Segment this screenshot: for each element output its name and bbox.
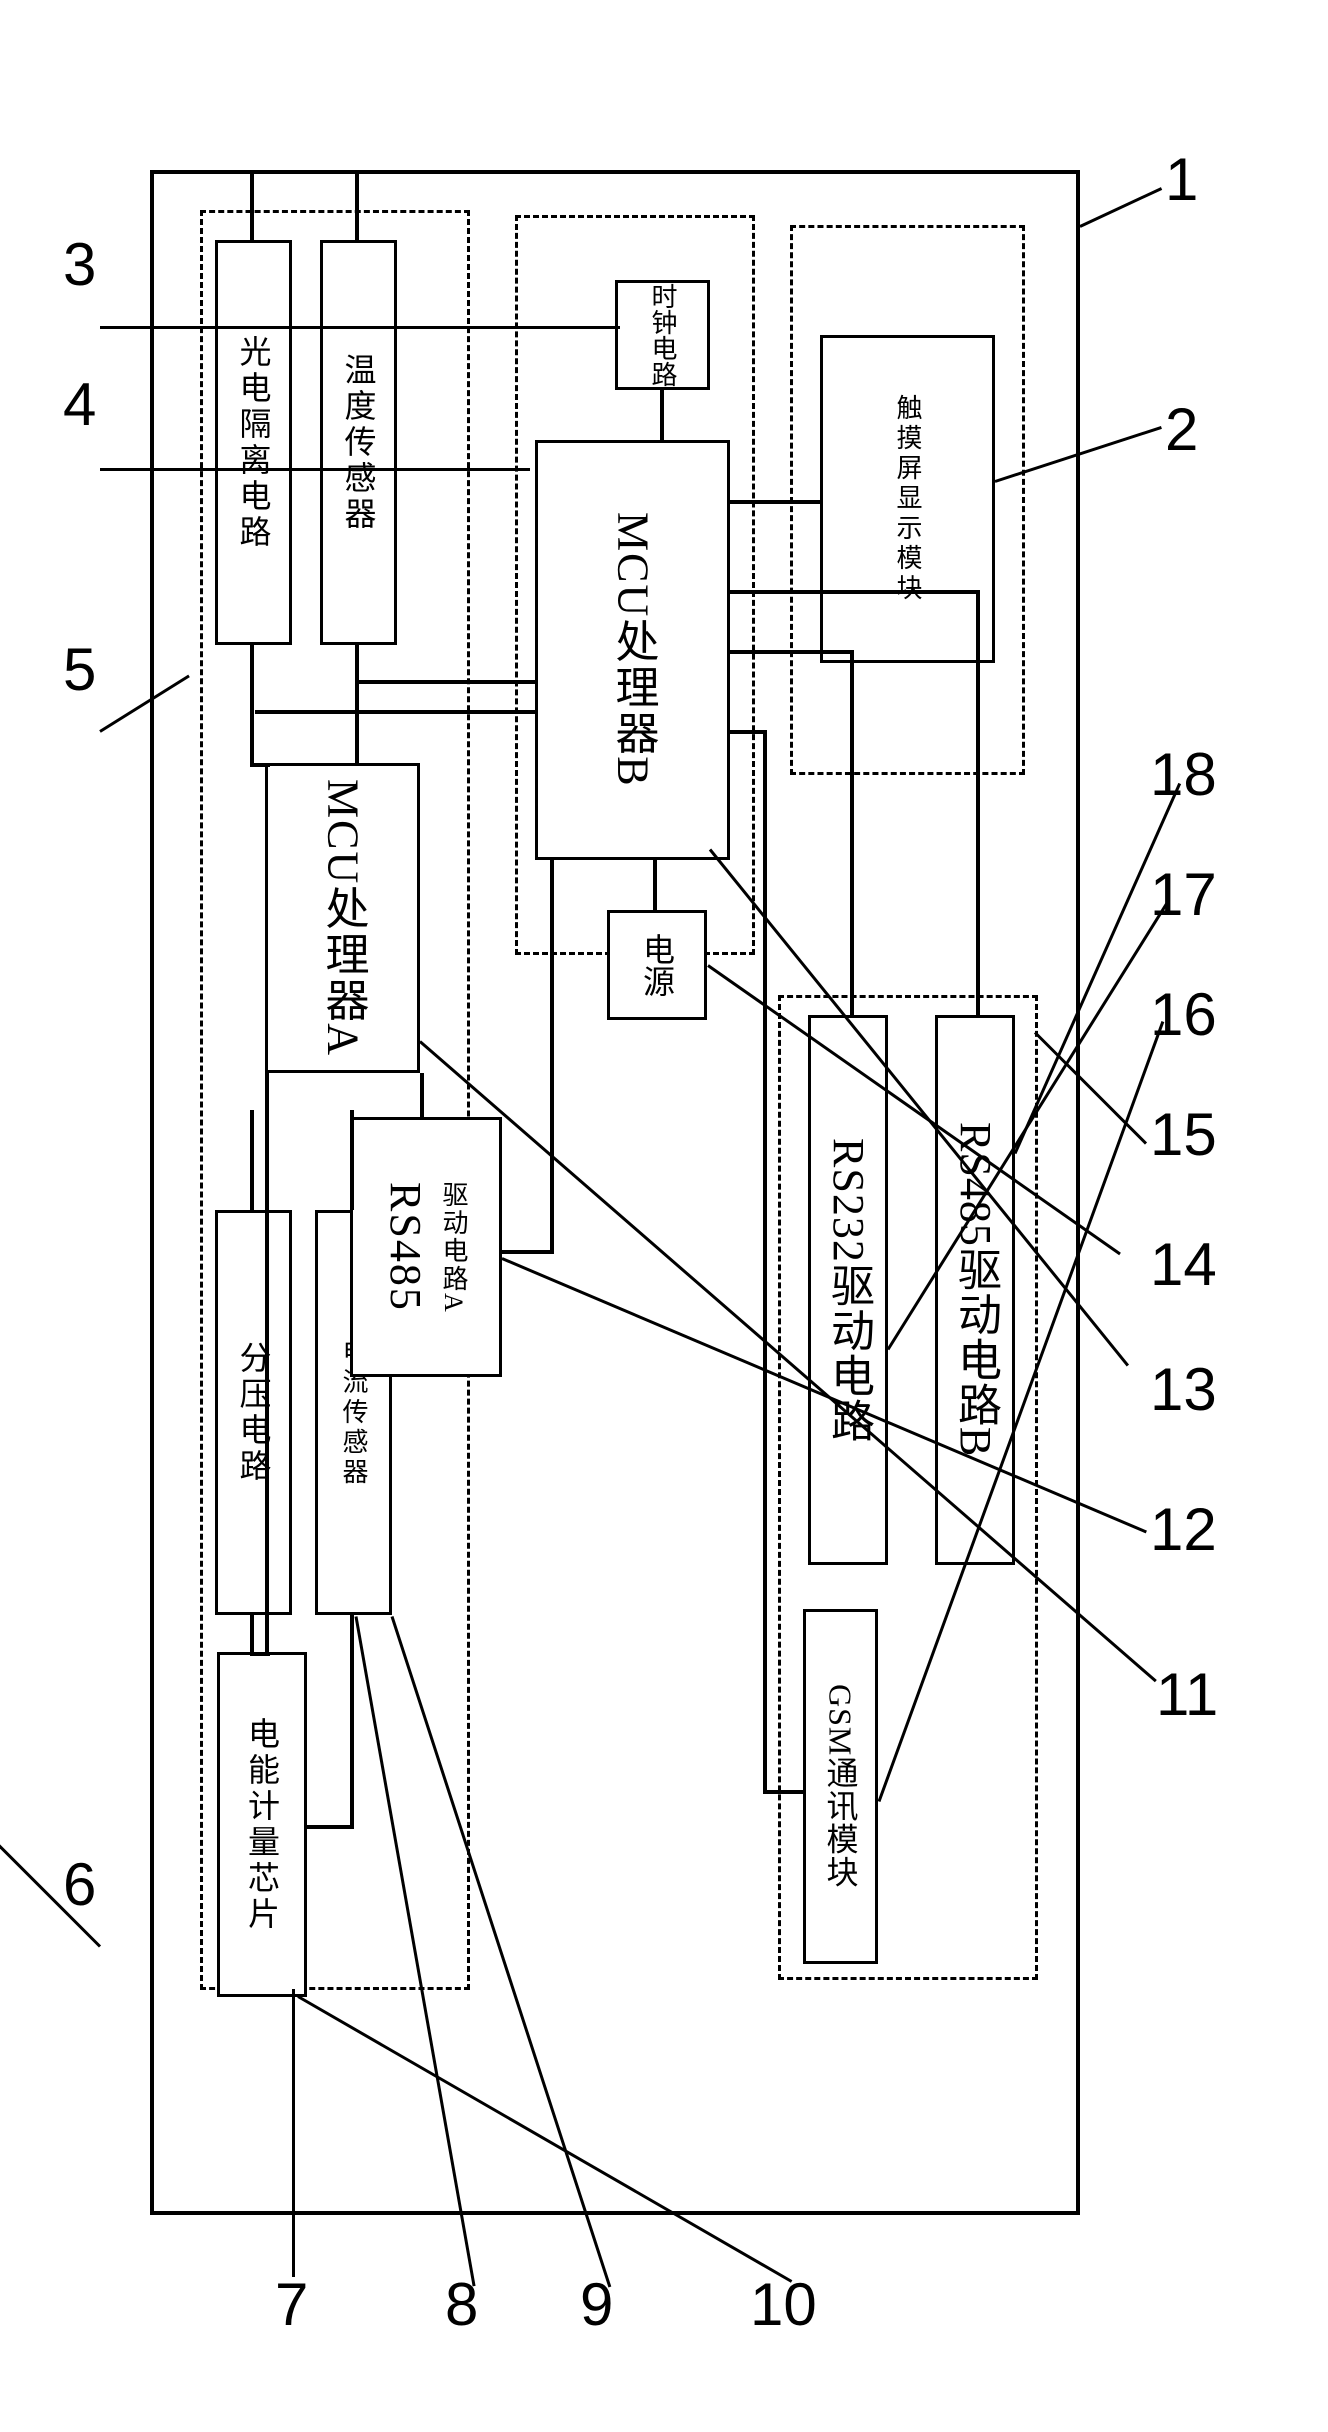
callout-4: 4 — [63, 370, 96, 439]
wire — [653, 860, 657, 910]
label-power: 电源 — [634, 933, 680, 997]
callout-10: 10 — [750, 2270, 817, 2339]
box-rs232: RS232驱动电路 — [808, 1015, 888, 1565]
label-rs485a-1: RS485 — [380, 1182, 431, 1312]
wire — [250, 173, 254, 240]
wire — [730, 500, 820, 504]
wire — [250, 1110, 254, 1210]
box-energy-chip: 电能计量芯片 — [217, 1652, 307, 1997]
callout-17: 17 — [1150, 860, 1217, 929]
wire — [976, 590, 980, 1015]
callout-14: 14 — [1150, 1230, 1217, 1299]
diagram-canvas: 触摸屏显示模块 时钟电路 MCU处理器B 电源 光电隔离电路 温度传感器 分压电… — [50, 80, 1278, 2352]
label-clock: 时钟电路 — [644, 283, 681, 387]
label-energy: 电能计量芯片 — [239, 1717, 285, 1933]
wire — [550, 860, 554, 1250]
box-opto-isolation: 光电隔离电路 — [215, 240, 292, 645]
callout-3: 3 — [63, 230, 96, 299]
label-gsm: GSM通讯模块 — [818, 1684, 864, 1888]
box-rs485-b: RS485驱动电路B — [935, 1015, 1015, 1565]
callout-6: 6 — [63, 1850, 96, 1919]
wire — [250, 1652, 270, 1656]
box-voltage-divider: 分压电路 — [215, 1210, 292, 1615]
wire — [730, 590, 980, 594]
wire — [255, 710, 538, 714]
leader — [100, 468, 530, 471]
leader — [1079, 187, 1162, 228]
wire — [350, 1110, 354, 1210]
box-clock: 时钟电路 — [615, 280, 710, 390]
box-power: 电源 — [607, 910, 707, 1020]
box-gsm: GSM通讯模块 — [803, 1609, 878, 1964]
label-mcu-a: MCU处理器A — [311, 779, 375, 1057]
callout-1: 1 — [1165, 145, 1198, 214]
label-rs485a-2: 驱动电路A — [435, 1181, 472, 1314]
box-temp-sensor: 温度传感器 — [320, 240, 397, 645]
callout-5: 5 — [63, 635, 96, 704]
callout-11: 11 — [1156, 1660, 1218, 1729]
leader — [292, 1989, 296, 2277]
wire — [357, 680, 538, 684]
label-mcu-b: MCU处理器B — [601, 512, 665, 788]
callout-18: 18 — [1150, 740, 1217, 809]
box-rs485-a: RS485 驱动电路A — [350, 1117, 502, 1377]
callout-16: 16 — [1150, 980, 1217, 1049]
callout-15: 15 — [1150, 1100, 1217, 1169]
wire — [502, 1250, 554, 1254]
wire — [420, 1073, 424, 1117]
box-mcu-b: MCU处理器B — [535, 440, 730, 860]
label-temp: 温度传感器 — [336, 353, 382, 533]
wire — [265, 1073, 269, 1653]
box-mcu-a: MCU处理器A — [265, 763, 420, 1073]
wire — [250, 645, 254, 763]
wire — [350, 1615, 354, 1827]
wire — [660, 390, 664, 440]
callout-13: 13 — [1150, 1355, 1217, 1424]
wire — [250, 763, 270, 767]
callout-7: 7 — [275, 2270, 308, 2339]
wire — [730, 730, 763, 734]
wire — [763, 1790, 803, 1794]
wire — [355, 645, 359, 763]
box-display-module: 触摸屏显示模块 — [820, 335, 995, 663]
wire — [730, 650, 850, 654]
leader — [100, 326, 620, 329]
wire — [763, 730, 767, 1790]
label-display: 触摸屏显示模块 — [889, 394, 926, 604]
wire — [250, 1615, 254, 1652]
wire — [355, 173, 359, 240]
label-divider: 分压电路 — [231, 1341, 277, 1485]
wire — [307, 1825, 354, 1829]
label-opto: 光电隔离电路 — [231, 335, 277, 551]
callout-12: 12 — [1150, 1495, 1217, 1564]
wire — [850, 650, 854, 1015]
callout-2: 2 — [1165, 395, 1198, 464]
